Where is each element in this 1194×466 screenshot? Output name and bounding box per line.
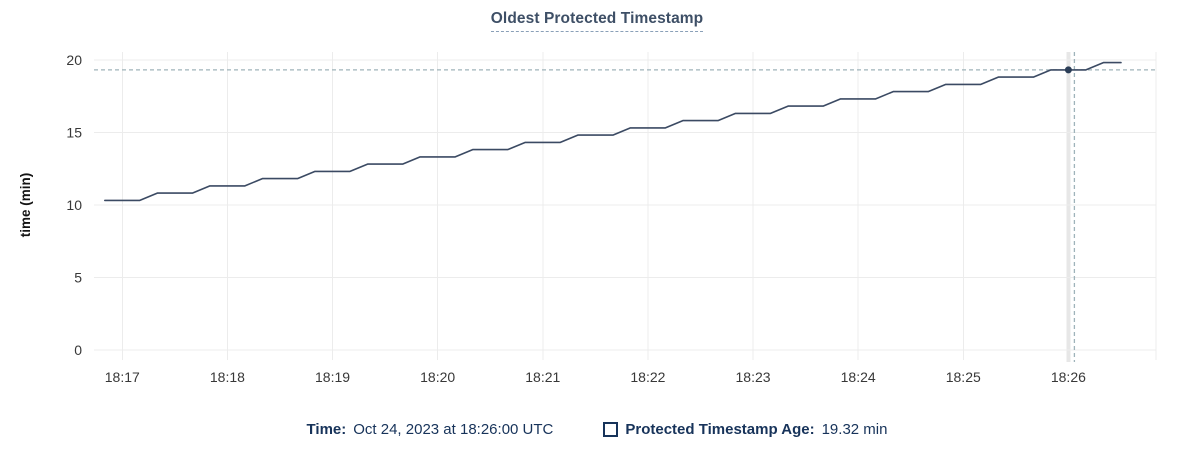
y-axis-title: time (min) <box>18 173 33 238</box>
time-label: Time: <box>306 421 347 438</box>
x-tick-label: 18:22 <box>630 369 665 385</box>
legend-checkbox[interactable] <box>603 422 619 437</box>
chart-plot-area[interactable]: 18:17 18:18 18:19 18:20 18:21 18:22 18:23 18:24… <box>0 0 1194 410</box>
x-tick-label: 18:19 <box>315 369 350 385</box>
y-tick-label: 15 <box>66 125 82 141</box>
y-tick-label: 5 <box>74 270 82 286</box>
time-value: Oct 24, 2023 at 18:26:00 UTC <box>353 421 554 438</box>
y-tick-label: 10 <box>66 197 82 213</box>
series-label: Protected Timestamp Age: <box>625 421 815 438</box>
series-line <box>104 61 1122 202</box>
series-value: 19.32 min <box>821 421 888 438</box>
x-tick-label: 18:25 <box>946 369 981 385</box>
chart-legend: Time: Oct 24, 2023 at 18:26:00 UTC Prote… <box>0 421 1194 438</box>
x-tick-label: 18:24 <box>841 369 876 385</box>
x-tick-label: 18:26 <box>1051 369 1086 385</box>
legend-item-protected-timestamp-age[interactable]: Protected Timestamp Age: 19.32 min <box>603 421 887 438</box>
chart-title[interactable]: Oldest Protected Timestamp <box>490 10 704 32</box>
x-tick-label: 18:20 <box>420 369 455 385</box>
y-tick-label: 0 <box>74 342 82 358</box>
crosshair-dot <box>1064 66 1072 74</box>
x-tick-label: 18:23 <box>736 369 771 385</box>
x-tick-label: 18:21 <box>525 369 560 385</box>
y-tick-label: 20 <box>66 52 82 68</box>
chart-title-row: Oldest Protected Timestamp <box>0 10 1194 32</box>
x-tick-label: 18:18 <box>210 369 245 385</box>
x-tick-label: 18:17 <box>105 369 140 385</box>
